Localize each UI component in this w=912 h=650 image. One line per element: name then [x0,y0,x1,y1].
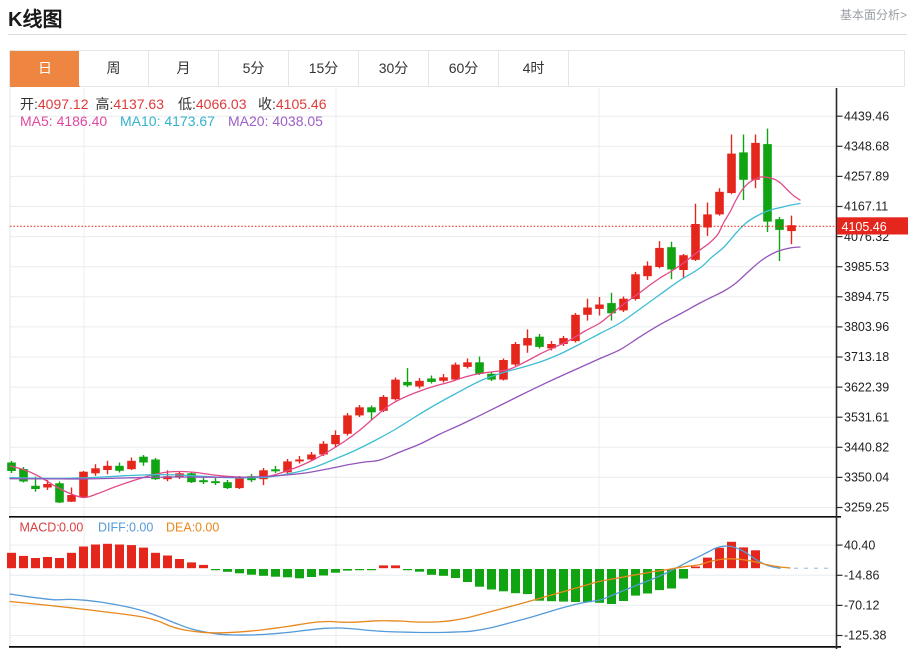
svg-text:-125.38: -125.38 [844,629,886,643]
svg-text:40.40: 40.40 [844,538,875,552]
svg-text:MA5: 4186.40 MA10: 4173.67 M: MA5: 4186.40 MA10: 4173.67 MA20: 4038.05 [20,113,323,129]
svg-text:4257.89: 4257.89 [844,170,889,184]
svg-text:开:4097.12高:4137.63低:4066.03收:4: 开:4097.12 高:4137.63 低:4066.03 收:4105.46 [20,96,327,112]
svg-text:3350.04: 3350.04 [844,471,889,485]
svg-text:-70.12: -70.12 [844,599,879,613]
svg-text:4105.46: 4105.46 [842,220,887,234]
svg-text:4348.68: 4348.68 [844,140,889,154]
svg-text:-14.86: -14.86 [844,569,879,583]
svg-text:3440.82: 3440.82 [844,441,889,455]
svg-text:3894.75: 3894.75 [844,290,889,304]
svg-text:3713.18: 3713.18 [844,350,889,364]
svg-text:3531.61: 3531.61 [844,410,889,424]
svg-text:3622.39: 3622.39 [844,380,889,394]
svg-text:3985.53: 3985.53 [844,260,889,274]
svg-text:4167.11: 4167.11 [844,200,888,214]
svg-text:3259.25: 3259.25 [844,501,889,515]
svg-text:3803.96: 3803.96 [844,320,889,334]
svg-text:4439.46: 4439.46 [844,109,889,123]
